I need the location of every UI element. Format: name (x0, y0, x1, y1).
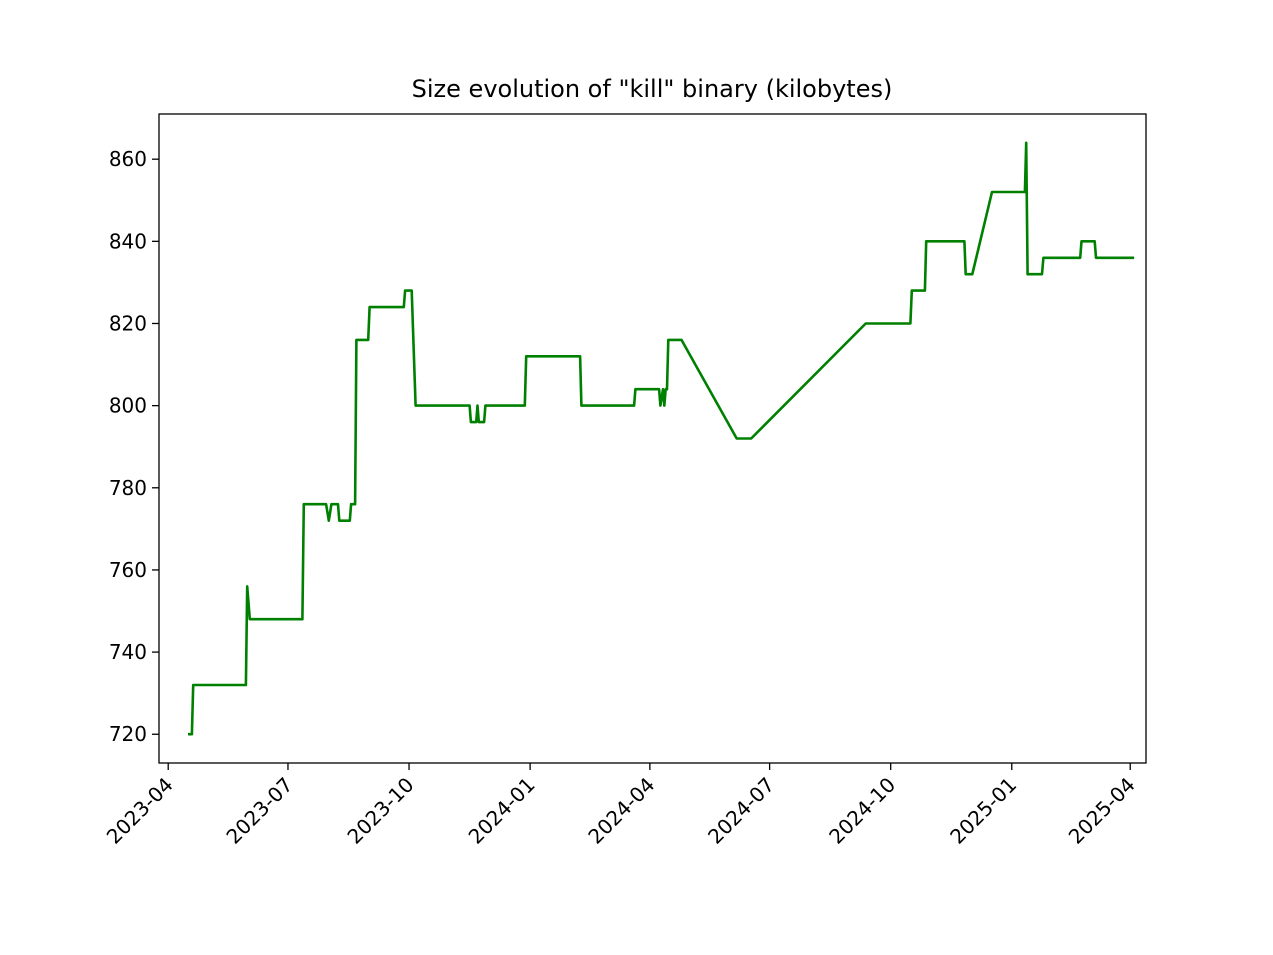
y-tick-label: 740 (109, 640, 147, 664)
y-tick-label: 840 (109, 229, 147, 253)
y-tick-label: 860 (109, 147, 147, 171)
y-axis: 720 740 760 780 800 820 840 860 (109, 147, 159, 746)
y-tick-label: 780 (109, 476, 147, 500)
axes-frame (158, 113, 1147, 764)
series-line-0 (188, 141, 1135, 736)
plot-area (188, 141, 1135, 736)
y-tick-label: 760 (109, 558, 147, 582)
y-tick-label: 800 (109, 394, 147, 418)
chart-title: Size evolution of "kill" binary (kilobyt… (412, 75, 893, 103)
y-tick-label: 720 (109, 722, 147, 746)
y-tick-label: 820 (109, 311, 147, 335)
